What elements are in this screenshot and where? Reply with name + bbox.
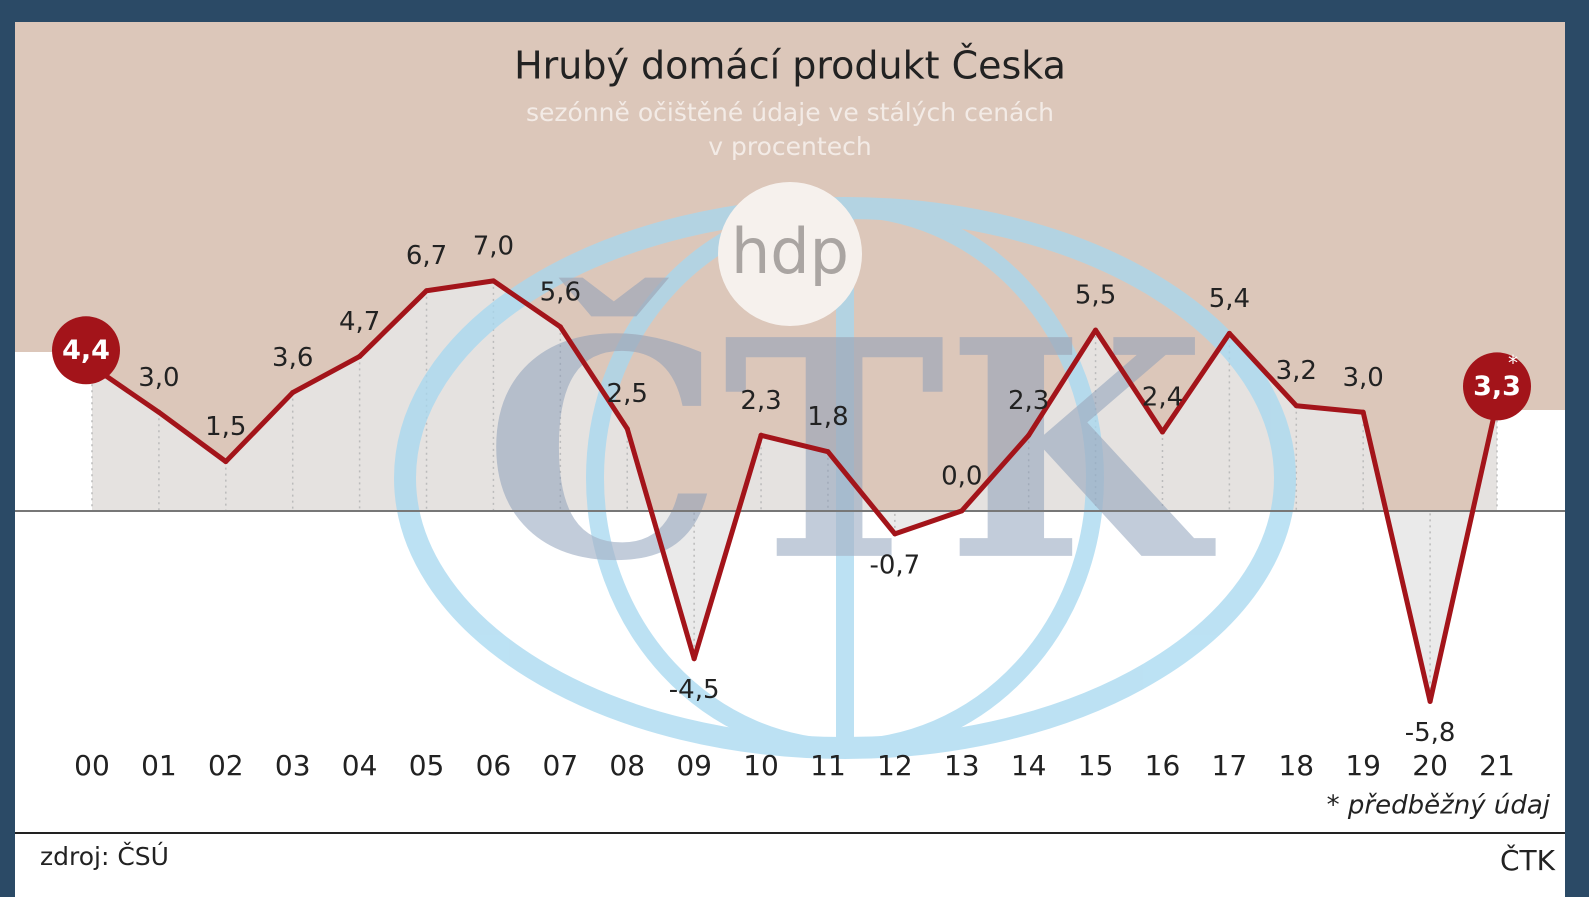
value-label: 2,3 bbox=[1008, 386, 1049, 416]
x-tick-label: 02 bbox=[208, 749, 244, 782]
x-tick-label: 05 bbox=[409, 749, 445, 782]
preliminary-mark: * bbox=[1508, 351, 1518, 375]
value-label: 3,0 bbox=[138, 363, 179, 393]
value-label: -4,5 bbox=[669, 675, 720, 705]
point bbox=[557, 324, 563, 330]
value-label: 2,5 bbox=[607, 379, 648, 409]
logo-text: hdp bbox=[731, 215, 849, 288]
value-label: 0,0 bbox=[941, 461, 982, 491]
value-label: 3,3 bbox=[1473, 371, 1521, 402]
x-tick-label: 14 bbox=[1011, 749, 1047, 782]
point bbox=[1427, 698, 1433, 704]
subtitle: sezónně očištěné údaje ve stálých cenách bbox=[526, 98, 1054, 127]
value-label: 5,5 bbox=[1075, 281, 1116, 311]
x-tick-label: 03 bbox=[275, 749, 311, 782]
value-label: 1,8 bbox=[807, 402, 848, 432]
point bbox=[624, 426, 630, 432]
point bbox=[959, 508, 965, 514]
value-label: 4,7 bbox=[339, 307, 380, 337]
point bbox=[758, 432, 764, 438]
point bbox=[1026, 432, 1032, 438]
band-cut-right bbox=[1497, 410, 1565, 511]
point bbox=[223, 459, 229, 465]
chart-title: Hrubý domácí produkt Česka bbox=[514, 44, 1066, 88]
value-label: 6,7 bbox=[406, 241, 447, 271]
data-line bbox=[90, 278, 1500, 704]
x-tick-label: 13 bbox=[944, 749, 980, 782]
value-label: 2,4 bbox=[1142, 383, 1183, 413]
point bbox=[424, 288, 430, 294]
value-label: -0,7 bbox=[869, 550, 920, 580]
x-tick-label: 06 bbox=[476, 749, 512, 782]
end-marker bbox=[52, 316, 120, 385]
source: zdroj: ČSÚ bbox=[40, 841, 169, 871]
value-label: 5,4 bbox=[1209, 284, 1250, 314]
value-label: 3,2 bbox=[1276, 356, 1317, 386]
point bbox=[357, 353, 363, 359]
x-tick-label: 15 bbox=[1078, 749, 1114, 782]
credit: ČTK bbox=[1500, 843, 1556, 877]
x-tick-label: 17 bbox=[1212, 749, 1248, 782]
x-tick-label: 01 bbox=[141, 749, 177, 782]
footnote: * předběžný údaj bbox=[1327, 791, 1551, 821]
subtitle: v procentech bbox=[708, 132, 871, 161]
value-label: -5,8 bbox=[1405, 718, 1456, 748]
value-label: 3,6 bbox=[272, 343, 313, 373]
x-tick-label: 04 bbox=[342, 749, 378, 782]
value-label: 4,4 bbox=[62, 335, 110, 366]
x-tick-label: 09 bbox=[676, 749, 712, 782]
x-tick-label: 11 bbox=[810, 749, 846, 782]
x-tick-label: 20 bbox=[1412, 749, 1448, 782]
x-tick-label: 08 bbox=[609, 749, 645, 782]
point bbox=[691, 656, 697, 662]
point bbox=[1093, 327, 1099, 333]
x-tick-label: 07 bbox=[543, 749, 579, 782]
point bbox=[1360, 409, 1366, 415]
point bbox=[892, 531, 898, 537]
x-tick-label: 19 bbox=[1345, 749, 1381, 782]
point bbox=[290, 390, 296, 396]
value-label: 2,3 bbox=[740, 386, 781, 416]
x-tick-label: 16 bbox=[1145, 749, 1181, 782]
point bbox=[1293, 403, 1299, 409]
end-marker bbox=[1463, 352, 1531, 421]
point bbox=[1226, 330, 1232, 336]
logo-circle bbox=[718, 182, 862, 326]
value-label: 7,0 bbox=[473, 231, 514, 261]
value-label: 3,0 bbox=[1343, 363, 1384, 393]
point bbox=[490, 278, 496, 284]
x-tick-label: 18 bbox=[1278, 749, 1314, 782]
x-tick-label: 21 bbox=[1479, 749, 1515, 782]
x-tick-label: 00 bbox=[74, 749, 110, 782]
point bbox=[825, 449, 831, 455]
watermark-text: ČTK bbox=[484, 274, 1218, 627]
x-tick-label: 12 bbox=[877, 749, 913, 782]
point bbox=[1159, 429, 1165, 435]
value-label: 5,6 bbox=[540, 277, 581, 307]
point bbox=[156, 409, 162, 415]
x-tick-label: 10 bbox=[743, 749, 779, 782]
value-label: 1,5 bbox=[205, 412, 246, 442]
